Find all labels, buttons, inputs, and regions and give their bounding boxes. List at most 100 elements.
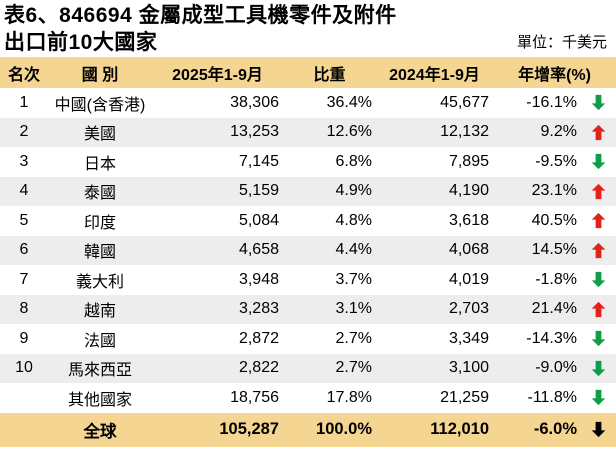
value-2024-cell: 45,677 bbox=[440, 93, 489, 111]
table-row: 7 義大利 3,948 3.7% 4,019 -1.8% bbox=[0, 265, 616, 295]
value-2025-cell: 2,872 bbox=[238, 329, 279, 347]
share-cell: 36.4% bbox=[326, 93, 372, 111]
growth-rate-cell: 40.5% bbox=[531, 211, 577, 229]
table-row: 其他國家 18,756 17.8% 21,259 -11.8% bbox=[0, 383, 616, 413]
country-cell: 法國 bbox=[83, 332, 116, 350]
value-2025-cell: 38,306 bbox=[230, 93, 279, 111]
share-cell: 2.7% bbox=[283, 353, 376, 383]
value-2024-cell: 7,895 bbox=[448, 152, 489, 170]
share-cell: 4.4% bbox=[283, 235, 376, 265]
down-arrow-icon bbox=[591, 421, 606, 438]
rank-cell: 10 bbox=[0, 353, 48, 383]
value-2024-cell: 3,100 bbox=[376, 353, 493, 383]
share-cell: 6.8% bbox=[335, 152, 372, 170]
share-cell: 12.6% bbox=[283, 117, 376, 147]
trend-arrow-cell bbox=[581, 383, 616, 413]
country-cell: 全球 bbox=[48, 412, 152, 447]
trend-arrow-cell bbox=[581, 412, 616, 447]
header-rank: 名次 bbox=[0, 57, 48, 88]
share-cell: 17.8% bbox=[326, 388, 372, 406]
value-2025-cell: 7,145 bbox=[238, 152, 279, 170]
rank-cell: 7 bbox=[19, 270, 29, 288]
country-cell: 日本 bbox=[83, 155, 116, 173]
country-cell: 中國(含香港) bbox=[54, 96, 146, 114]
value-2024-cell: 2,703 bbox=[376, 294, 493, 324]
table-row: 9 法國 2,872 2.7% 3,349 -14.3% bbox=[0, 324, 616, 354]
trend-arrow-cell bbox=[581, 353, 616, 383]
country-cell: 美國 bbox=[48, 117, 152, 147]
title-block: 表6、846694 金屬成型工具機零件及附件 出口前10大國家 單位：千美元 bbox=[0, 0, 616, 57]
growth-rate-cell: -9.0% bbox=[493, 353, 581, 383]
share-cell: 4.8% bbox=[335, 211, 372, 229]
growth-rate-cell: -11.8% bbox=[527, 388, 577, 406]
header-country: 國 別 bbox=[48, 57, 152, 88]
trend-arrow-cell bbox=[581, 294, 616, 324]
export-countries-table: 名次 國 別 2025年1-9月 比重 2024年1-9月 年增率(%) 1 中… bbox=[0, 57, 616, 447]
rank-cell: 1 bbox=[19, 93, 29, 111]
growth-rate-cell: -16.1% bbox=[526, 93, 577, 111]
table-row: 6 韓國 4,658 4.4% 4,068 14.5% bbox=[0, 235, 616, 265]
trend-arrow-cell bbox=[581, 265, 616, 295]
rank-cell bbox=[0, 412, 48, 447]
country-cell: 韓國 bbox=[48, 235, 152, 265]
down-arrow-icon bbox=[591, 331, 606, 347]
share-cell: 2.7% bbox=[335, 329, 372, 347]
value-2024-cell: 3,349 bbox=[448, 329, 489, 347]
header-share: 比重 bbox=[283, 57, 376, 88]
rank-cell: 6 bbox=[0, 235, 48, 265]
growth-rate-cell: -6.0% bbox=[493, 412, 581, 447]
table-row: 10 馬來西亞 2,822 2.7% 3,100 -9.0% bbox=[0, 353, 616, 383]
table-header-row: 名次 國 別 2025年1-9月 比重 2024年1-9月 年增率(%) bbox=[0, 57, 616, 88]
rank-cell: 3 bbox=[19, 152, 29, 170]
share-cell: 100.0% bbox=[283, 412, 376, 447]
value-2025-cell: 5,159 bbox=[152, 176, 283, 206]
trend-arrow-cell bbox=[581, 235, 616, 265]
value-2024-cell: 112,010 bbox=[376, 412, 493, 447]
table-row: 全球 105,287 100.0% 112,010 -6.0% bbox=[0, 412, 616, 447]
trend-arrow-cell bbox=[581, 117, 616, 147]
rank-cell: 5 bbox=[19, 211, 29, 229]
header-2024-period: 2024年1-9月 bbox=[376, 57, 493, 88]
table-row: 5 印度 5,084 4.8% 3,618 40.5% bbox=[0, 206, 616, 236]
rank-cell: 9 bbox=[19, 329, 29, 347]
up-arrow-icon bbox=[591, 242, 606, 258]
table-title-line2: 出口前10大國家 bbox=[4, 31, 158, 54]
down-arrow-icon bbox=[591, 154, 606, 170]
up-arrow-icon bbox=[591, 301, 606, 317]
table-row: 4 泰國 5,159 4.9% 4,190 23.1% bbox=[0, 176, 616, 206]
growth-rate-cell: -9.5% bbox=[535, 152, 577, 170]
table-row: 3 日本 7,145 6.8% 7,895 -9.5% bbox=[0, 147, 616, 177]
value-2024-cell: 4,068 bbox=[376, 235, 493, 265]
table-row: 1 中國(含香港) 38,306 36.4% 45,677 -16.1% bbox=[0, 88, 616, 118]
country-cell: 越南 bbox=[48, 294, 152, 324]
share-cell: 4.9% bbox=[283, 176, 376, 206]
down-arrow-icon bbox=[591, 390, 606, 406]
trend-arrow-cell bbox=[581, 206, 616, 236]
country-cell: 泰國 bbox=[48, 176, 152, 206]
country-cell: 馬來西亞 bbox=[48, 353, 152, 383]
down-arrow-icon bbox=[591, 95, 606, 111]
rank-cell bbox=[0, 383, 48, 413]
value-2024-cell: 21,259 bbox=[440, 388, 489, 406]
header-growth-rate: 年增率(%) bbox=[493, 57, 616, 88]
value-2025-cell: 3,283 bbox=[152, 294, 283, 324]
value-2025-cell: 18,756 bbox=[230, 388, 279, 406]
growth-rate-cell: 23.1% bbox=[493, 176, 581, 206]
value-2025-cell: 5,084 bbox=[238, 211, 279, 229]
trend-arrow-cell bbox=[581, 147, 616, 177]
country-cell: 義大利 bbox=[75, 273, 124, 291]
header-2025-period: 2025年1-9月 bbox=[152, 57, 283, 88]
value-2024-cell: 3,618 bbox=[448, 211, 489, 229]
trend-arrow-cell bbox=[581, 176, 616, 206]
share-cell: 3.1% bbox=[283, 294, 376, 324]
value-2025-cell: 4,658 bbox=[152, 235, 283, 265]
rank-cell: 4 bbox=[0, 176, 48, 206]
value-2025-cell: 105,287 bbox=[152, 412, 283, 447]
value-2024-cell: 12,132 bbox=[376, 117, 493, 147]
growth-rate-cell: -14.3% bbox=[526, 329, 577, 347]
country-cell: 其他國家 bbox=[67, 391, 132, 409]
value-2025-cell: 13,253 bbox=[152, 117, 283, 147]
trend-arrow-cell bbox=[581, 88, 616, 118]
up-arrow-icon bbox=[591, 124, 606, 140]
